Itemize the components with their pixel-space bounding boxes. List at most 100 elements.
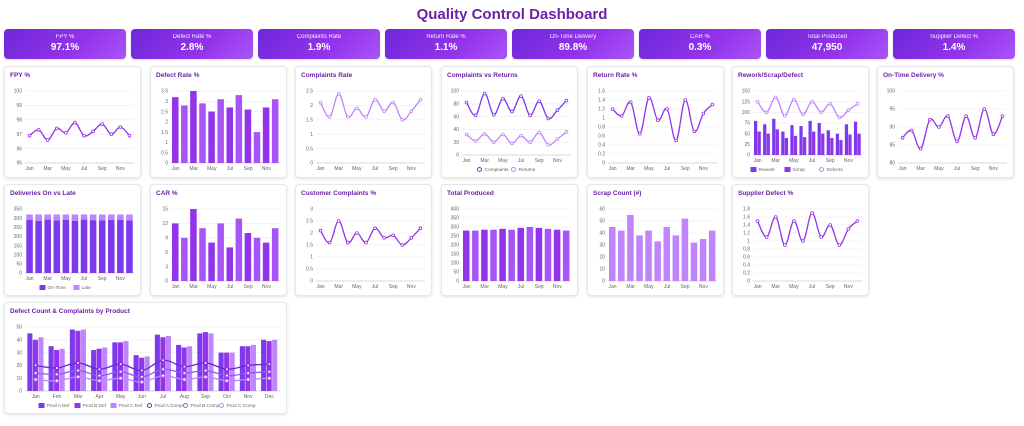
x-tick-label: Nov [407, 284, 416, 290]
series-line [466, 131, 567, 146]
y-tick-label: 2 [310, 103, 313, 109]
x-tick-label: Jul [81, 166, 87, 172]
y-tick-label: 30 [16, 350, 22, 356]
x-tick-label: Nov [116, 276, 125, 282]
bar [26, 219, 33, 273]
y-tick-label: 1.6 [743, 215, 750, 221]
bar [117, 219, 124, 273]
bar [253, 132, 261, 163]
y-tick-label: 9 [165, 236, 168, 242]
y-tick-label: 0.6 [598, 134, 605, 140]
bar [181, 237, 188, 281]
data-point [555, 108, 560, 112]
data-point [161, 373, 165, 378]
x-tick-label: May [498, 284, 508, 290]
legend-label: Prod B Def [83, 403, 107, 409]
data-point [140, 375, 144, 379]
data-point [564, 130, 569, 134]
bar [844, 124, 849, 155]
y-tick-label: 6 [165, 250, 168, 256]
bar [830, 137, 834, 155]
y-tick-label: 0 [456, 279, 459, 285]
data-point [203, 368, 208, 373]
data-point [76, 361, 80, 365]
data-point [33, 377, 38, 382]
data-point [801, 239, 805, 243]
x-tick-label: Jan [172, 166, 180, 172]
series-line [35, 368, 270, 378]
y-tick-label: 1.5 [306, 243, 313, 249]
total-produced-bar-chart: 0 50 100 150 200 250 300 350 400 Jan Mar May Jul Sep N… [451, 207, 571, 290]
data-point [161, 367, 165, 372]
y-tick-label: 150 [451, 252, 460, 258]
bar [608, 227, 616, 281]
bar [187, 346, 193, 391]
kpi-value: 89.8% [558, 42, 588, 53]
bar [672, 235, 680, 281]
bar [812, 131, 816, 155]
chart-title: On-Time Delivery % [883, 72, 944, 79]
bar [35, 220, 42, 273]
data-point [225, 378, 229, 383]
data-point [97, 367, 102, 372]
bar [75, 330, 81, 391]
x-tick-label: Nov [989, 166, 998, 172]
y-tick-label: 96 [16, 146, 22, 152]
y-tick-label: 3 [165, 264, 168, 270]
y-tick-label: 3.5 [161, 89, 168, 95]
data-point [391, 233, 396, 238]
x-tick-label: Mar [480, 284, 489, 290]
data-point [54, 126, 59, 131]
x-tick-label: Sep [971, 166, 980, 172]
data-point [161, 358, 165, 363]
bar [59, 348, 65, 391]
chart-title: Total Produced [447, 190, 494, 197]
x-tick-label: Jul [227, 166, 233, 172]
kpi-value: 1.4% [942, 42, 966, 53]
y-tick-label: 20 [16, 363, 22, 369]
bar [102, 347, 108, 391]
bar [208, 333, 214, 391]
x-tick-label: Mar [43, 166, 52, 172]
bar [636, 235, 643, 281]
chart-card-customer-complaints: Customer Complaints % 0 0.5 1 1.5 2 2.5 3 Jan Mar… [295, 184, 432, 296]
data-point [973, 136, 978, 140]
kpi-value: 1.1% [434, 42, 458, 53]
data-point [203, 375, 208, 379]
legend-label: Defects [827, 167, 844, 173]
series-line [756, 212, 858, 246]
legend-swatch [750, 167, 757, 172]
chart-title: Defect Rate % [156, 72, 200, 79]
data-point [55, 372, 59, 377]
bar [62, 219, 70, 273]
kpi-label: Complaints Rate [296, 34, 342, 40]
x-tick-label: Jul [160, 394, 166, 400]
y-tick-label: 30 [599, 243, 605, 249]
bar [218, 352, 224, 391]
data-point [491, 112, 496, 117]
car-bar-chart: 0 3 6 9 12 15 Jan Mar May Jul Sep Nov [162, 207, 280, 290]
y-tick-label: 1 [165, 140, 168, 146]
kpi-label: Total Produced [806, 34, 848, 40]
x-tick-label: May [644, 284, 654, 290]
legend-label: Prod A Def [47, 403, 71, 409]
x-tick-label: Mar [189, 166, 198, 172]
data-point [140, 368, 144, 373]
bar [35, 214, 42, 221]
data-point [418, 226, 423, 230]
y-tick-label: 98 [16, 118, 22, 124]
x-tick-label: Nov [262, 284, 271, 290]
bar [117, 214, 124, 220]
y-tick-label: 1 [747, 239, 750, 245]
data-point [82, 133, 86, 138]
bar [108, 214, 115, 220]
data-point [382, 235, 386, 240]
bar [123, 341, 129, 391]
x-tick-label: May [789, 158, 799, 164]
data-point [55, 378, 59, 383]
data-point [140, 380, 144, 384]
x-tick-label: Jan [899, 166, 907, 172]
y-tick-label: 1.2 [743, 231, 750, 237]
data-point [855, 101, 860, 106]
bar [199, 103, 206, 163]
